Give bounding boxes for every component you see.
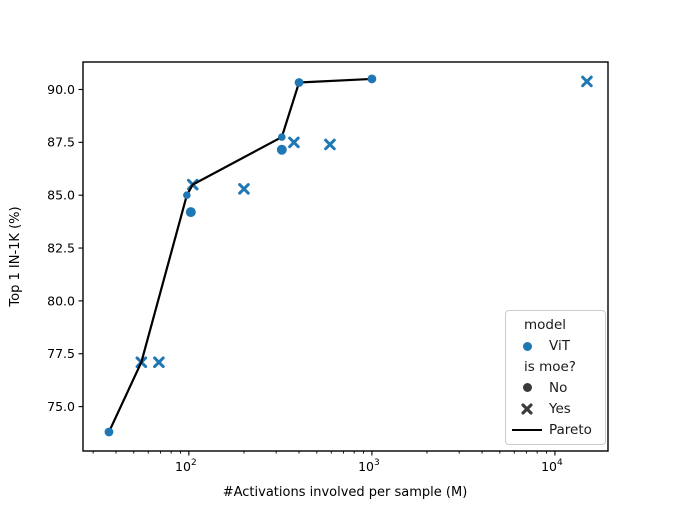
data-point-circle-marker: [104, 427, 114, 437]
legend-title-model: model: [524, 317, 567, 334]
legend-item-label: No: [549, 379, 568, 396]
data-point-circle-marker: [276, 144, 287, 155]
plot-frame: [82, 61, 609, 452]
x-marker-icon: [521, 403, 533, 415]
x-tick-label: 104: [541, 458, 563, 474]
data-point-x-marker: [324, 138, 336, 151]
x-tick-label: 102: [175, 458, 197, 474]
y-tick-label: 80.0: [47, 293, 75, 308]
data-point-circle-marker: [185, 207, 196, 218]
y-tick-label: 75.0: [47, 399, 75, 414]
data-point-x-marker: [153, 356, 165, 369]
data-point-x-marker: [581, 75, 593, 88]
plot-legend: model ViT is moe? No Yes: [505, 310, 606, 445]
legend-marker-cell: [510, 341, 544, 351]
y-tick-label: 90.0: [47, 82, 75, 97]
circle-marker-icon: [522, 341, 532, 351]
y-tick-label: 77.5: [47, 346, 75, 361]
data-point-circle-marker: [367, 74, 377, 84]
x-tick-label: 103: [358, 458, 380, 474]
y-tick-label: 82.5: [47, 240, 75, 255]
data-point-circle-marker: [183, 191, 191, 199]
data-point-circle-marker: [294, 78, 304, 87]
line-marker-icon: [512, 428, 542, 431]
legend-marker-cell: [510, 428, 544, 431]
legend-item-label: Yes: [549, 400, 571, 417]
legend-item-yes: Yes: [510, 398, 605, 419]
pareto-frontier-line: [107, 77, 372, 433]
legend-item-vit: ViT: [510, 336, 605, 357]
legend-item-label: ViT: [549, 338, 570, 355]
x-axis-label: #Activations involved per sample (M): [223, 485, 468, 500]
data-point-x-marker: [238, 183, 250, 195]
data-point-x-marker: [288, 136, 300, 149]
legend-item-pareto: Pareto: [510, 419, 605, 440]
circle-marker-icon: [522, 383, 532, 393]
y-axis-label: Top 1 IN-1K (%): [8, 206, 23, 307]
y-tick-label: 87.5: [47, 135, 75, 150]
data-point-circle-marker: [278, 133, 286, 141]
legend-marker-cell: [510, 403, 544, 415]
y-tick-label: 85.0: [47, 188, 75, 203]
legend-title-ismoe: is moe?: [524, 359, 576, 376]
legend-marker-cell: [510, 383, 544, 393]
legend-item-label: Pareto: [549, 421, 592, 438]
legend-item-no: No: [510, 377, 605, 398]
